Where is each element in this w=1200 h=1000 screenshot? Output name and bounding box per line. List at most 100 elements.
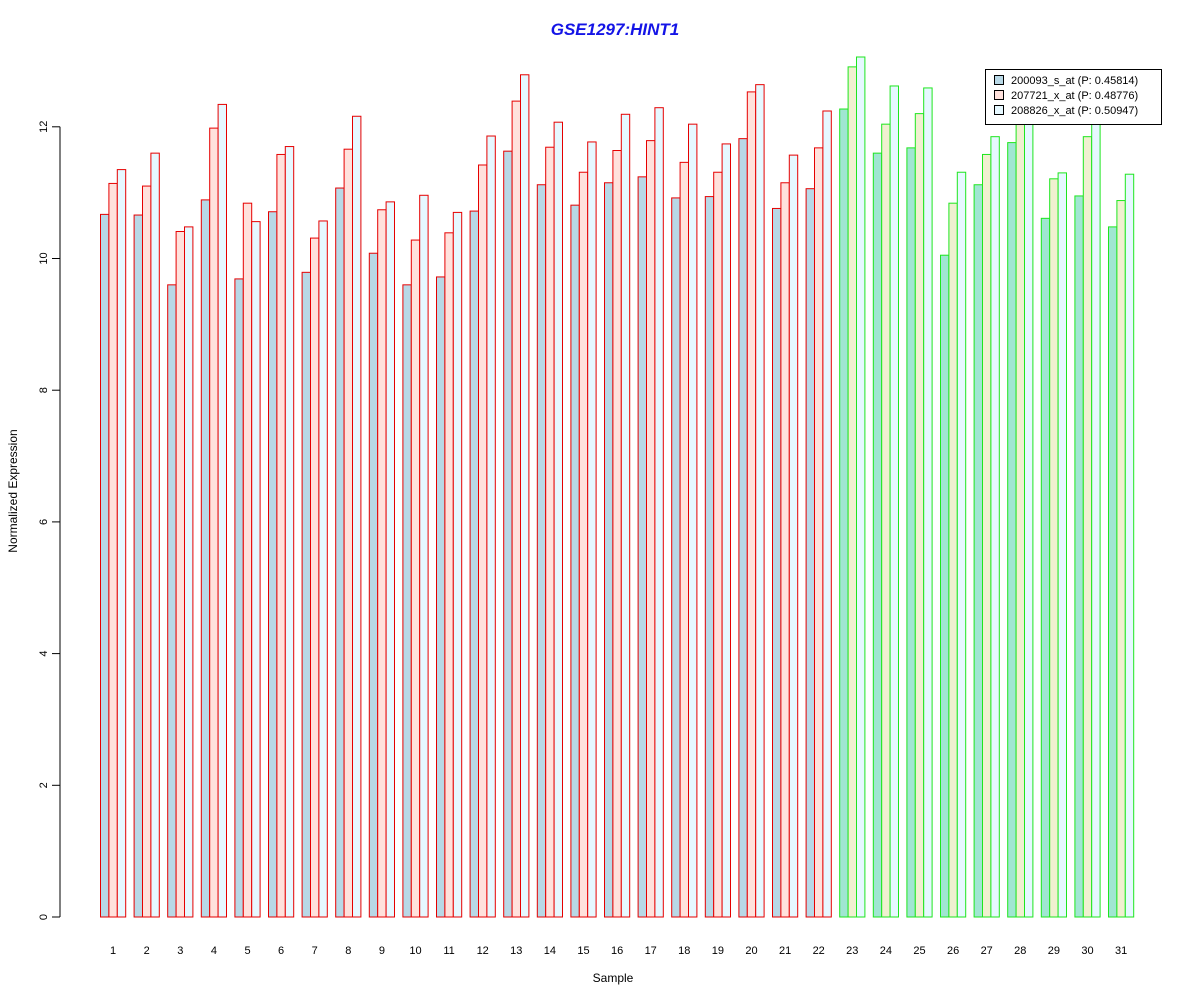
bar [444,232,454,918]
bar [704,196,715,918]
y-tick-label: 6 [38,519,50,525]
bar [578,171,589,918]
bar [738,138,748,918]
bar [410,239,421,918]
bar [914,113,925,918]
y-tick-label: 0 [38,914,50,920]
legend-item: 200093_s_at (P: 0.45814) [994,74,1138,88]
bar [385,201,396,918]
bar [242,202,253,918]
bar [167,284,177,918]
bar [150,152,160,918]
bar [368,252,379,918]
bar [419,194,429,918]
bar [1108,226,1118,918]
bar [352,115,362,918]
y-tick-label: 8 [38,387,50,393]
x-tick-label: 21 [779,945,791,957]
bar [1040,217,1051,918]
bar [612,150,622,918]
bar [1091,119,1101,918]
bar [822,110,832,918]
legend-swatch [994,75,1004,86]
bar [948,202,958,918]
x-tick-label: 5 [244,945,250,957]
y-axis: 0 2 4 6 8 10 12 [38,121,61,920]
bar [234,278,244,918]
bar [175,231,186,918]
y-tick-label: 4 [38,651,50,657]
bar [637,176,647,918]
bar [906,147,916,918]
bar [721,143,731,918]
bar [478,164,488,918]
bar [108,182,118,918]
x-tick-label: 25 [913,945,925,957]
bar [1007,142,1017,918]
x-tick-label: 17 [645,945,657,957]
bar [604,182,614,918]
bar [973,184,983,918]
legend-label: 207721_x_at (P: 0.48776) [1011,90,1139,102]
bar [1082,136,1093,918]
bar [200,199,211,918]
x-tick-label: 29 [1048,945,1060,957]
x-tick-label: 11 [443,945,454,957]
bar [982,153,992,918]
bar [923,87,933,918]
x-tick-label: 31 [1115,945,1127,957]
y-tick-label: 10 [38,252,50,264]
bar [1124,173,1135,918]
bar [469,210,480,918]
bar [788,154,799,918]
bar [570,204,580,918]
legend-swatch [994,90,1004,101]
bar [654,107,664,918]
bar [486,135,496,918]
bar [276,153,286,918]
bar [343,148,354,918]
bar [780,182,790,918]
x-tick-label: 4 [211,945,217,957]
bar [553,121,563,918]
x-tick-label: 24 [880,945,892,957]
bar [100,213,110,918]
x-tick-label: 14 [544,945,556,957]
bar [713,171,723,918]
bar [436,276,446,918]
x-tick-label: 28 [1014,945,1026,957]
bar [587,141,597,918]
bar [116,169,127,918]
bar [1015,119,1025,918]
legend-label: 200093_s_at (P: 0.45814) [1011,75,1139,87]
x-tick-label: 9 [379,945,385,957]
x-tick-label: 12 [477,945,489,957]
legend-item: 207721_x_at (P: 0.48776) [994,89,1138,103]
bar [772,207,782,918]
x-tick-label: 16 [611,945,623,957]
bar [872,152,883,918]
bar [956,171,967,918]
x-tick-label: 30 [1081,945,1093,957]
bar [1116,200,1126,918]
chart-title: GSE1297:HINT1 [550,20,680,39]
bar [1024,114,1034,918]
y-tick-label: 2 [38,782,50,788]
x-tick-label: 18 [678,945,690,957]
bar [301,271,312,918]
bar [133,214,144,918]
bar [1057,172,1067,918]
bar [536,184,547,918]
x-tick-label: 7 [312,945,318,957]
bar [646,140,656,918]
bar [142,185,152,918]
x-tick-label: 2 [144,945,150,957]
x-axis-tick-labels: 1 2 3 4 5 6 7 8 9 10 11 12 13 14 15 16 17 18 19 20 21 22 23 24 2… [110,945,1127,957]
bar [268,211,278,918]
x-tick-label: 6 [278,945,284,957]
legend-label: 208826_x_at (P: 0.50947) [1011,105,1139,117]
bar [209,127,219,918]
bar [217,103,228,918]
bar [805,188,815,918]
